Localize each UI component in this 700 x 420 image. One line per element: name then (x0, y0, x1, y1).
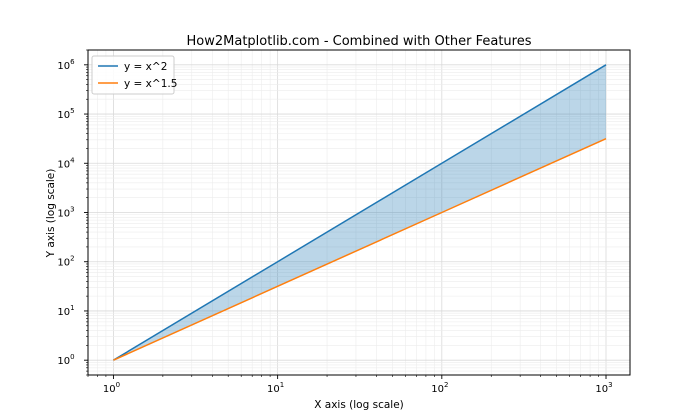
legend-label-series-2: y = x^1.5 (124, 78, 177, 90)
y-tick-label: 102 (57, 255, 74, 269)
x-tick-label: 100 (103, 381, 120, 395)
ticks (84, 49, 607, 379)
series-line-1 (113, 64, 607, 361)
y-tick-label: 103 (57, 206, 74, 220)
y-tick-label: 106 (57, 58, 75, 72)
legend-label-series-1: y = x^2 (124, 61, 167, 73)
series-line-2 (113, 137, 607, 361)
grid (87, 49, 630, 376)
y-tick-label: 100 (57, 353, 74, 367)
x-tick-label: 102 (431, 381, 448, 395)
y-tick-labels: 100 101 102 103 104 105 106 (57, 58, 75, 367)
chart-title: How2Matplotlib.com - Combined with Other… (187, 34, 532, 49)
x-tick-label: 103 (595, 381, 612, 395)
x-axis-label: X axis (log scale) (314, 399, 404, 411)
y-tick-label: 104 (57, 156, 75, 170)
series-lines (113, 64, 607, 361)
y-tick-label: 101 (57, 304, 74, 318)
x-tick-labels: 100 101 102 103 (103, 381, 613, 395)
x-tick-label: 101 (267, 381, 284, 395)
y-tick-label: 105 (57, 107, 74, 121)
y-axis-label: Y axis (log scale) (45, 169, 57, 259)
legend: y = x^2 y = x^1.5 (91, 55, 177, 95)
